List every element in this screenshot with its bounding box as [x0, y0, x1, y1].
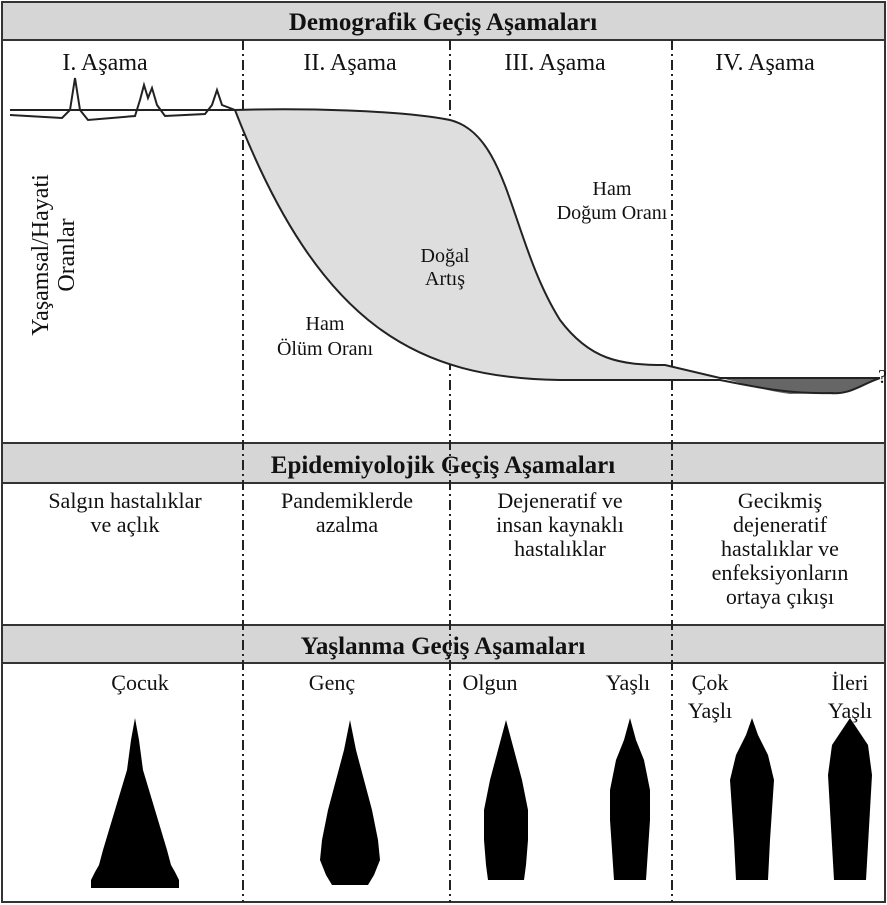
birth-rate-line — [10, 108, 880, 379]
stage-text: Pandemiklerde — [281, 488, 413, 513]
question-mark: ? — [878, 366, 887, 388]
stage-text: Yaşlı — [688, 698, 732, 723]
band — [1, 1, 886, 41]
stage-text: dejeneratif — [733, 512, 828, 537]
axis-label: Yaşamsal/Hayati — [28, 174, 54, 336]
stage-text: hastalıklar — [514, 536, 606, 561]
death-rate-line — [9, 77, 881, 395]
band — [1, 442, 886, 484]
band — [1, 624, 886, 664]
stage-label: I. Aşama — [62, 50, 148, 76]
stage-label: IV. Aşama — [715, 50, 815, 76]
curve-label: Artış — [425, 268, 465, 290]
curve-label: Doğal — [421, 245, 470, 267]
section-title: Yaşlanma Geçiş Aşamaları — [301, 633, 586, 660]
stage-text: ve açlık — [90, 512, 159, 537]
stage-text: Çocuk — [111, 670, 168, 695]
stage-text: Yaşlı — [606, 670, 650, 695]
curve-label: Ölüm Oranı — [277, 337, 374, 360]
stage-text: Salgın hastalıklar — [48, 488, 202, 513]
axis-label: Oranlar — [54, 218, 80, 291]
negative-area — [720, 378, 880, 394]
stage-label: II. Aşama — [303, 50, 397, 76]
curve-label: Doğum Oranı — [557, 202, 668, 224]
stage-text: ortaya çıkışı — [726, 584, 834, 609]
stage-text: enfeksiyonların — [712, 560, 849, 585]
stage-text: Gecikmiş — [738, 488, 822, 513]
age-pyramid — [320, 720, 380, 885]
stage-text: azalma — [316, 512, 379, 537]
stage-text: Genç — [309, 670, 356, 695]
stage-text: Çok — [692, 670, 729, 695]
section-title: Demografik Geçiş Aşamaları — [289, 9, 597, 36]
section-title: Epidemiyolojik Geçiş Aşamaları — [271, 452, 616, 479]
stage-text: Olgun — [463, 670, 518, 695]
age-pyramid — [484, 720, 528, 880]
stage-text: insan kaynaklı — [496, 512, 624, 537]
stage-text: İleri — [832, 670, 869, 695]
stage-label: III. Aşama — [504, 50, 606, 76]
age-pyramid — [91, 718, 179, 888]
stage-text: hastalıklar ve — [721, 536, 839, 561]
natural-increase-area — [235, 109, 720, 380]
stage-text: Dejeneratif ve — [497, 488, 622, 513]
age-pyramid — [730, 718, 774, 880]
curve-label: Ham — [593, 178, 632, 200]
age-pyramid — [828, 718, 872, 880]
curve-label: Ham — [306, 313, 345, 335]
age-pyramid — [610, 718, 650, 880]
